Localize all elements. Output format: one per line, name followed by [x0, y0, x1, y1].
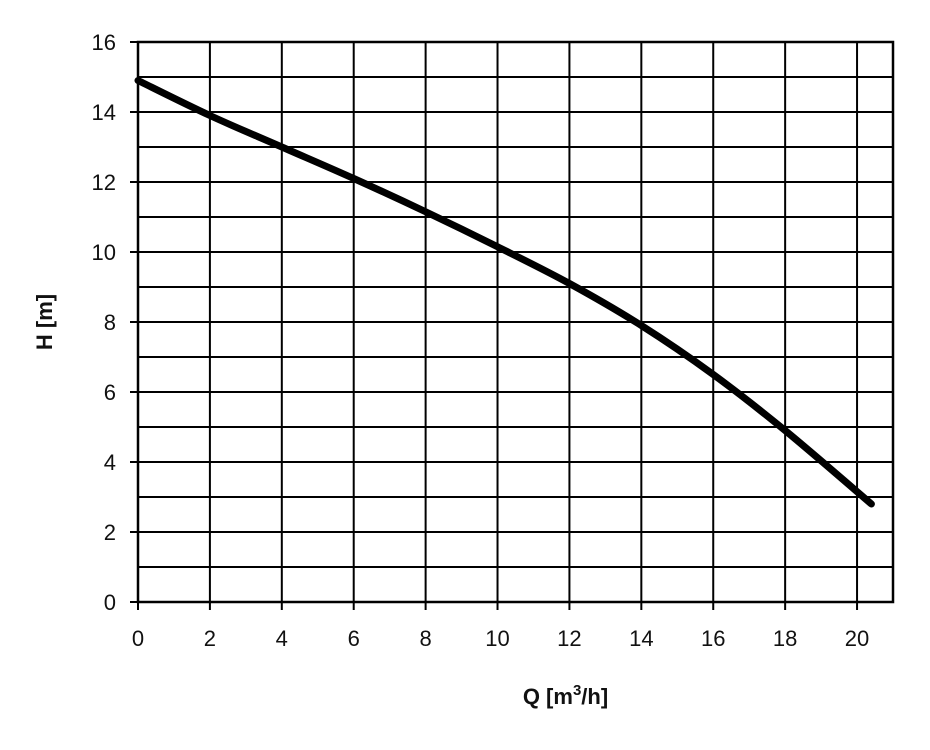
- x-tick-label: 2: [204, 626, 216, 651]
- y-tick-label: 14: [92, 100, 116, 125]
- x-tick-label: 16: [701, 626, 725, 651]
- series-line: [134, 77, 875, 508]
- x-tick-label: 20: [845, 626, 869, 651]
- x-axis-title-main: Q [m: [523, 684, 573, 709]
- x-tick-label: 6: [348, 626, 360, 651]
- x-tick-label: 12: [557, 626, 581, 651]
- x-axis-title-superscript: 3: [573, 682, 581, 699]
- y-axis-title: H [m]: [32, 294, 57, 350]
- x-tick-label: 8: [419, 626, 431, 651]
- x-tick-label: 18: [773, 626, 797, 651]
- x-tick-label: 4: [276, 626, 288, 651]
- y-tick-label: 12: [92, 170, 116, 195]
- y-tick-label: 6: [104, 380, 116, 405]
- grid: [138, 42, 893, 602]
- y-tick-label: 16: [92, 30, 116, 55]
- x-tick-label: 0: [132, 626, 144, 651]
- y-tick-label: 8: [104, 310, 116, 335]
- x-axis-title: Q [m3/h]: [523, 682, 608, 709]
- x-axis-ticks: 0 2 4 6 8 10 12 14 16 18 20: [132, 602, 869, 651]
- x-tick-label: 14: [629, 626, 653, 651]
- y-axis-ticks: 0 2 4 6 8 10 12 14 16: [92, 30, 138, 615]
- x-axis-title-tail: /h]: [581, 684, 608, 709]
- y-tick-label: 0: [104, 590, 116, 615]
- y-tick-label: 10: [92, 240, 116, 265]
- x-tick-label: 10: [485, 626, 509, 651]
- y-tick-label: 2: [104, 520, 116, 545]
- y-tick-label: 4: [104, 450, 116, 475]
